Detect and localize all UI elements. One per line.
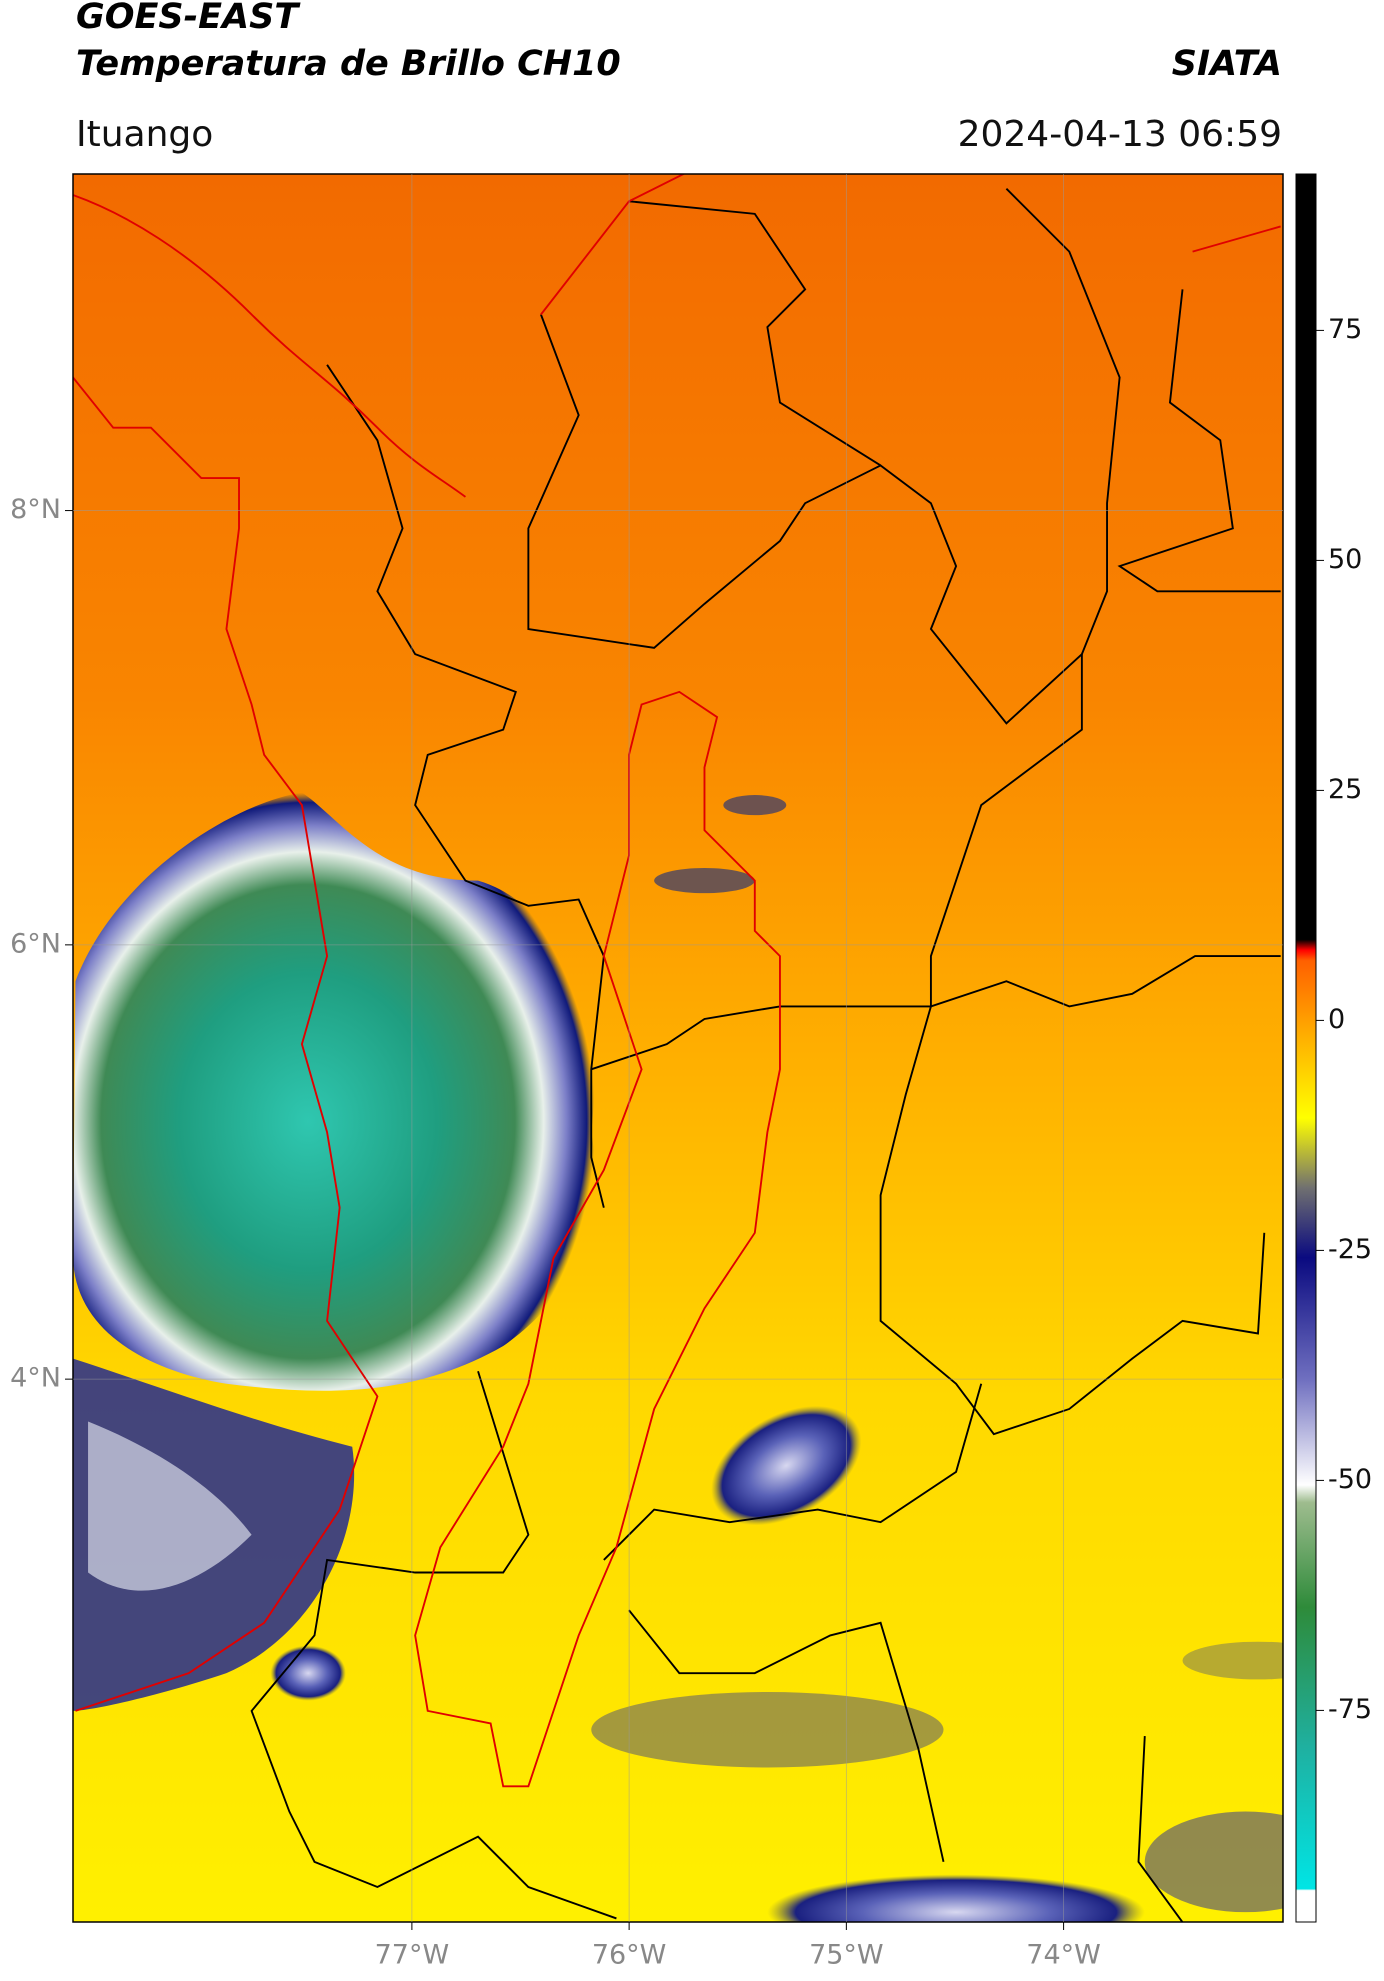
- colorbar-tick-label: 25: [1328, 774, 1362, 805]
- datetime: 2024-04-13 06:59: [958, 114, 1282, 155]
- x-tick-label: 77°W: [375, 1940, 450, 1971]
- location: Ituango: [76, 114, 213, 155]
- map-frame: [72, 173, 1284, 1923]
- brand: SIATA: [1172, 44, 1282, 84]
- colorbar-tick-label: 75: [1328, 314, 1362, 345]
- map: [73, 174, 1283, 1922]
- title: GOES-EAST: [76, 0, 301, 37]
- y-tick-label: 4°N: [10, 1363, 61, 1394]
- subtitle: Temperatura de Brillo CH10: [76, 44, 621, 84]
- colorbar-tick-label: -50: [1328, 1464, 1372, 1495]
- y-tick-label: 6°N: [10, 928, 61, 959]
- x-tick-label: 74°W: [1026, 1940, 1101, 1971]
- x-tick-label: 76°W: [592, 1940, 667, 1971]
- y-tick-label: 8°N: [10, 494, 61, 525]
- colorbar-tick-label: -25: [1328, 1234, 1372, 1265]
- x-tick-label: 75°W: [809, 1940, 884, 1971]
- colorbar-tick-label: -75: [1328, 1694, 1372, 1725]
- imagery: [73, 174, 1283, 1922]
- colorbar-tick-label: 0: [1328, 1004, 1345, 1035]
- colorbar: [1295, 173, 1317, 1923]
- colorbar-tick-label: 50: [1328, 544, 1362, 575]
